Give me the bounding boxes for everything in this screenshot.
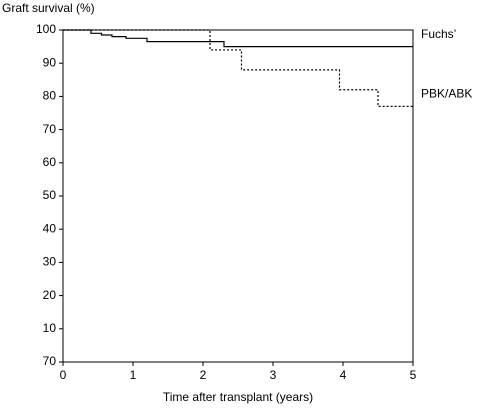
x-tick-label: 2 (200, 368, 207, 382)
x-tick-label: 4 (340, 368, 347, 382)
y-tick-label: 80 (43, 89, 57, 103)
plot-frame (62, 29, 414, 363)
y-tick-label: 20 (43, 288, 57, 302)
y-tick-label: 50 (43, 188, 57, 202)
y-tick-label: 40 (43, 221, 57, 235)
x-tick-label: 0 (60, 368, 67, 382)
y-axis-label: Graft survival (%) (2, 1, 95, 15)
y-tick-label: 60 (43, 155, 57, 169)
x-tick-label: 5 (410, 368, 417, 382)
survival-curve (63, 29, 413, 107)
y-tick-label: 10 (43, 321, 57, 335)
survival-curve (63, 29, 413, 48)
y-tick-label: 100 (36, 22, 56, 36)
series-label: Fuchs’ (421, 27, 456, 41)
series-label: PBK/ABK (421, 87, 472, 101)
x-axis-label: Time after transplant (years) (163, 390, 313, 404)
x-tick-label: 3 (270, 368, 277, 382)
y-tick-label: 70 (43, 354, 57, 368)
y-tick-label: 30 (43, 255, 57, 269)
y-tick-label: 90 (43, 55, 57, 69)
y-tick-label: 70 (43, 122, 57, 136)
x-tick-label: 1 (130, 368, 137, 382)
